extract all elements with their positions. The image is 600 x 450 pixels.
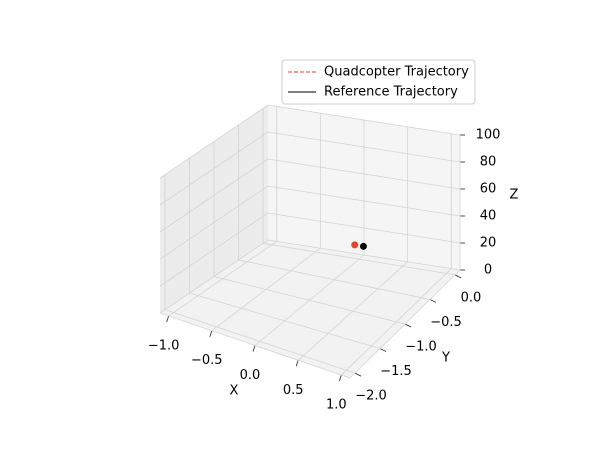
tick-mark (354, 372, 362, 377)
grid-line (267, 104, 461, 136)
x-tick-label: −0.5 (191, 353, 223, 368)
grid-line (159, 131, 269, 206)
tick-mark (429, 299, 437, 303)
tick-mark (454, 274, 462, 279)
grid-line (238, 259, 431, 300)
x-axis-line (159, 312, 351, 379)
grid-line (159, 158, 269, 233)
x-tick-label: −1.0 (148, 338, 180, 353)
grid-line (159, 212, 269, 287)
tick-mark (295, 360, 299, 367)
z-tick-label: 20 (480, 236, 497, 251)
grid-line (159, 104, 269, 179)
grid-line (267, 158, 461, 190)
grid-line (267, 239, 461, 271)
x-tick-label: 1.0 (326, 398, 347, 413)
y-tick-label: −0.5 (430, 315, 462, 330)
z-axis-label: Z (510, 188, 519, 203)
tick-mark (166, 315, 170, 323)
tick-mark (209, 330, 213, 337)
z-tick-label: 0 (484, 263, 492, 278)
tick-mark (379, 348, 387, 352)
y-tick-label: 0.0 (461, 290, 482, 305)
grid-line (267, 185, 461, 217)
legend-label: Quadcopter Trajectory (324, 65, 469, 80)
tick-mark (338, 374, 342, 382)
y-tick-label: −2.0 (355, 389, 387, 404)
tick-mark (252, 345, 256, 352)
z-tick-label: 40 (480, 209, 497, 224)
grid-line (159, 185, 269, 260)
trajectory-point (359, 242, 367, 250)
x-tick-label: 0.5 (283, 383, 304, 398)
grid-line (189, 292, 381, 349)
trajectory-point (351, 241, 359, 249)
grid-line (267, 212, 461, 244)
z-tick-label: 80 (480, 155, 497, 170)
z-tick-label: 60 (480, 182, 497, 197)
z-tick-label: 100 (476, 128, 501, 143)
y-axis-line (349, 269, 461, 379)
y-tick-label: −1.5 (380, 364, 412, 379)
grid-line (267, 131, 461, 163)
grid-line (159, 239, 269, 314)
grid-line (263, 242, 456, 276)
legend-box (281, 59, 476, 105)
grid-line (164, 309, 356, 374)
tick-mark (404, 323, 412, 328)
y-axis-label: Y (441, 351, 450, 366)
x-tick-label: 0.0 (240, 368, 261, 383)
x-axis-label: X (230, 384, 239, 399)
y-tick-label: −1.0 (405, 340, 437, 355)
grid-line (213, 276, 406, 325)
legend-label: Reference Trajectory (324, 85, 458, 100)
